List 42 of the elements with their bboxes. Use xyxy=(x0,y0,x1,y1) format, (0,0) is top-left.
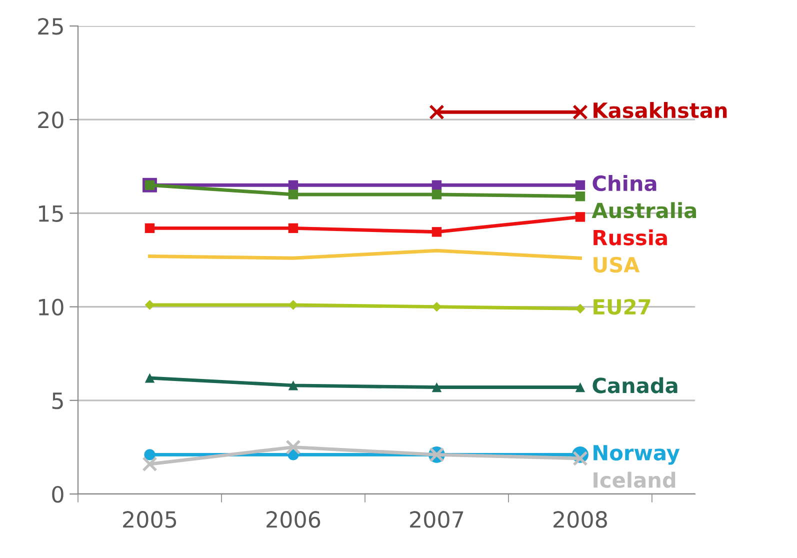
point xyxy=(575,180,586,190)
series-label: Iceland xyxy=(594,472,676,488)
point xyxy=(572,104,588,120)
point xyxy=(286,440,301,455)
series-label: EU27 xyxy=(594,298,650,315)
point xyxy=(288,380,298,390)
x-tick-label: 2007 xyxy=(410,511,464,528)
y-tick-label: 25 xyxy=(38,18,63,35)
y-tick-label: 5 xyxy=(52,392,63,410)
point xyxy=(432,302,442,312)
series-label: Canada xyxy=(592,377,678,394)
point xyxy=(432,382,442,392)
point xyxy=(144,300,155,310)
y-tick-label: 20 xyxy=(38,112,64,128)
series-label: Australia xyxy=(592,202,696,218)
point xyxy=(432,180,442,190)
point xyxy=(144,373,155,383)
x-tick-label: 2006 xyxy=(266,511,320,528)
x-tick-label: 2008 xyxy=(554,511,607,528)
point xyxy=(575,191,586,202)
series-label: China xyxy=(592,175,656,192)
point xyxy=(288,180,298,190)
point xyxy=(288,190,298,200)
point xyxy=(288,300,298,310)
point xyxy=(288,223,298,234)
point xyxy=(144,223,155,234)
point xyxy=(575,382,586,392)
point xyxy=(429,104,444,120)
point xyxy=(142,456,158,472)
point xyxy=(575,304,586,314)
point xyxy=(572,450,588,466)
series-label: USA xyxy=(594,256,640,273)
point xyxy=(432,190,442,200)
x-tick-label: 2005 xyxy=(123,511,176,528)
y-tick-label: 10 xyxy=(38,298,64,316)
y-tick-label: 0 xyxy=(52,486,64,503)
y-tick-label: 15 xyxy=(38,205,63,222)
series-label: Kasakhstan xyxy=(594,102,727,118)
point xyxy=(575,212,586,222)
point xyxy=(432,227,442,237)
series-label: Norway xyxy=(594,445,680,465)
series-label: Russia xyxy=(594,229,667,246)
